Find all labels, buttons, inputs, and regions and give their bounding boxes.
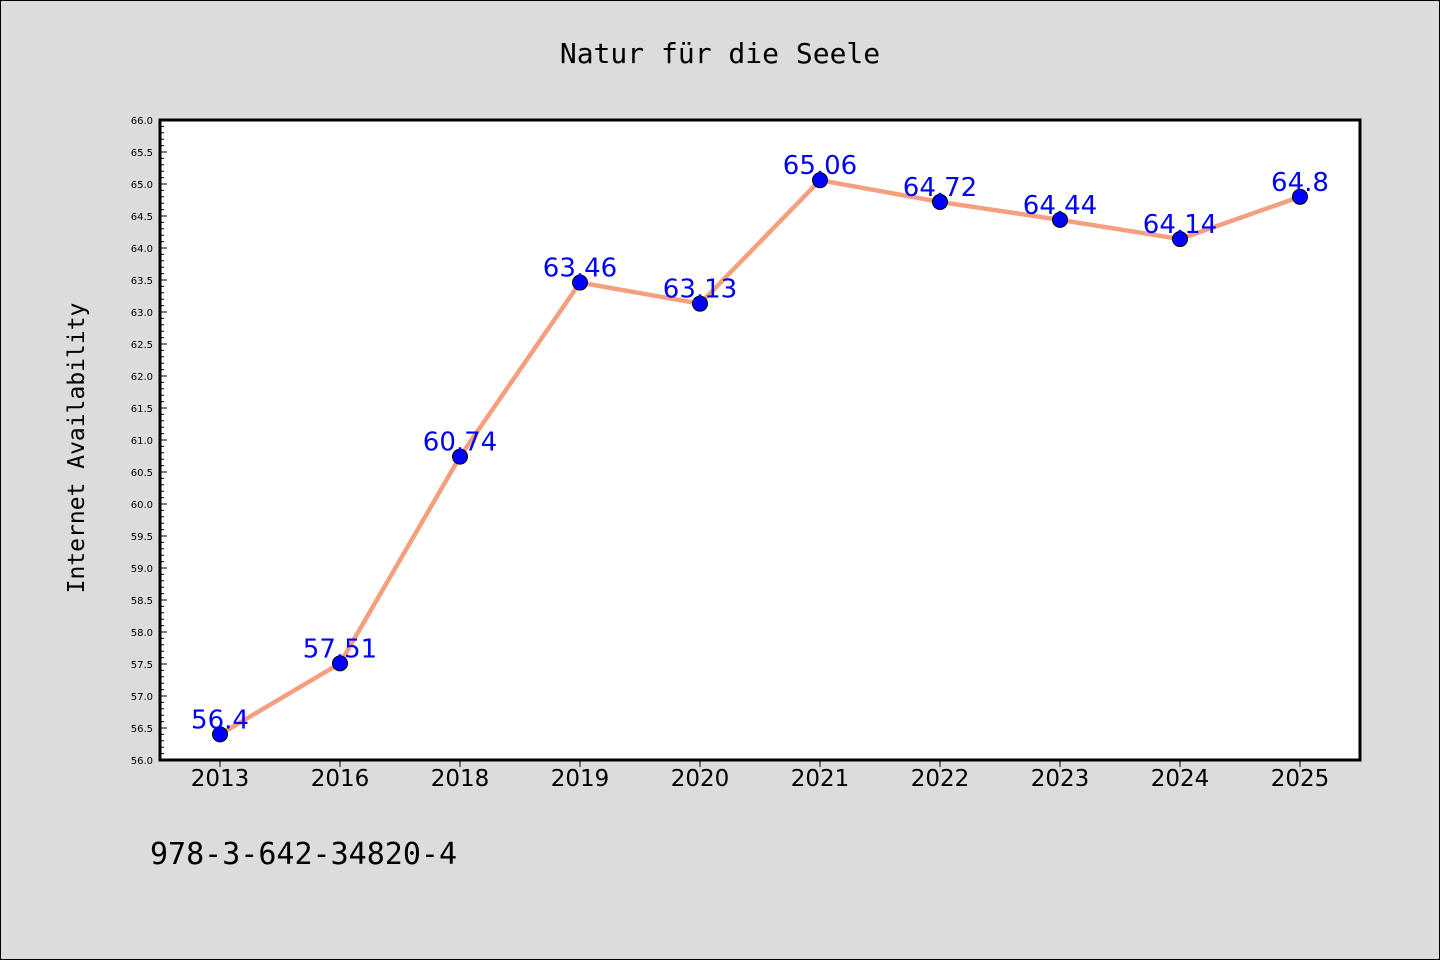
data-label: 56.4 [191,705,249,735]
footer-text: 978-3-642-34820-4 [150,837,457,872]
data-points [212,172,1308,743]
y-tick-label: 65.0 [131,180,153,191]
y-tick-label: 59.0 [131,564,153,575]
y-tick-label: 61.5 [131,404,153,415]
data-point [812,172,828,189]
y-tick-label: 62.5 [131,340,153,351]
data-label: 63.13 [663,275,737,305]
series-line [218,177,1301,737]
data-label: 63.46 [543,254,617,284]
y-tick-label: 60.0 [131,500,153,511]
y-tick-label: 57.5 [131,660,153,671]
x-tick-label: 2024 [1151,766,1210,792]
y-tick-label: 59.5 [131,532,153,543]
data-label: 64.44 [1023,191,1097,221]
chart-title: Natur für die Seele [560,37,880,70]
y-tick-label: 57.0 [131,692,153,703]
y-tick-label: 66.0 [131,116,153,127]
x-tick-label: 2013 [191,766,250,792]
x-tick-label: 2016 [311,766,370,792]
y-tick-label: 58.0 [131,628,153,639]
data-point [332,655,348,672]
data-label: 57.51 [303,634,377,664]
y-tick-label: 56.0 [131,756,153,767]
x-tick-label: 2019 [551,766,610,792]
y-tick-label: 62.0 [131,372,153,383]
y-tick-label: 64.5 [131,212,153,223]
x-axis: 2013 2016 2018 2019 2020 2021 2022 2023 2024 2025 [191,760,1330,792]
y-tick-label: 61.0 [131,436,153,447]
x-tick-label: 2020 [671,766,730,792]
data-labels: 56.4 57.51 60.74 63.46 63.13 65.06 64.72 64.44 6… [191,151,1329,735]
y-tick-label: 56.5 [131,724,153,735]
data-point [452,448,468,465]
y-tick-label: 63.0 [131,308,153,319]
data-label: 64.8 [1271,168,1329,198]
data-point [1292,188,1308,205]
x-tick-label: 2023 [1031,766,1090,792]
data-point [1172,231,1188,248]
plot-area [160,120,1360,760]
x-tick-label: 2025 [1271,766,1330,792]
y-tick-label: 64.0 [131,244,153,255]
y-tick-label: 58.5 [131,596,153,607]
y-tick-label: 65.5 [131,148,153,159]
y-axis-label: Internet Availability [64,303,90,594]
data-label: 60.74 [423,428,497,458]
data-point [1052,211,1068,228]
plot-border [158,118,1362,762]
data-label: 65.06 [783,151,857,181]
x-tick-label: 2022 [911,766,970,792]
x-tick-label: 2021 [791,766,850,792]
y-tick-label: 63.5 [131,276,153,287]
data-label: 64.72 [903,173,977,203]
x-tick-label: 2018 [431,766,490,792]
y-axis: 56.0 56.5 57.0 57.5 58.0 58.5 59.0 59.5 60.0 60.5… [131,116,167,767]
data-point [692,295,708,312]
data-point [932,193,948,210]
y-tick-label: 60.5 [131,468,153,479]
data-point [572,274,588,291]
data-label: 64.14 [1143,210,1217,240]
data-point [212,726,228,743]
